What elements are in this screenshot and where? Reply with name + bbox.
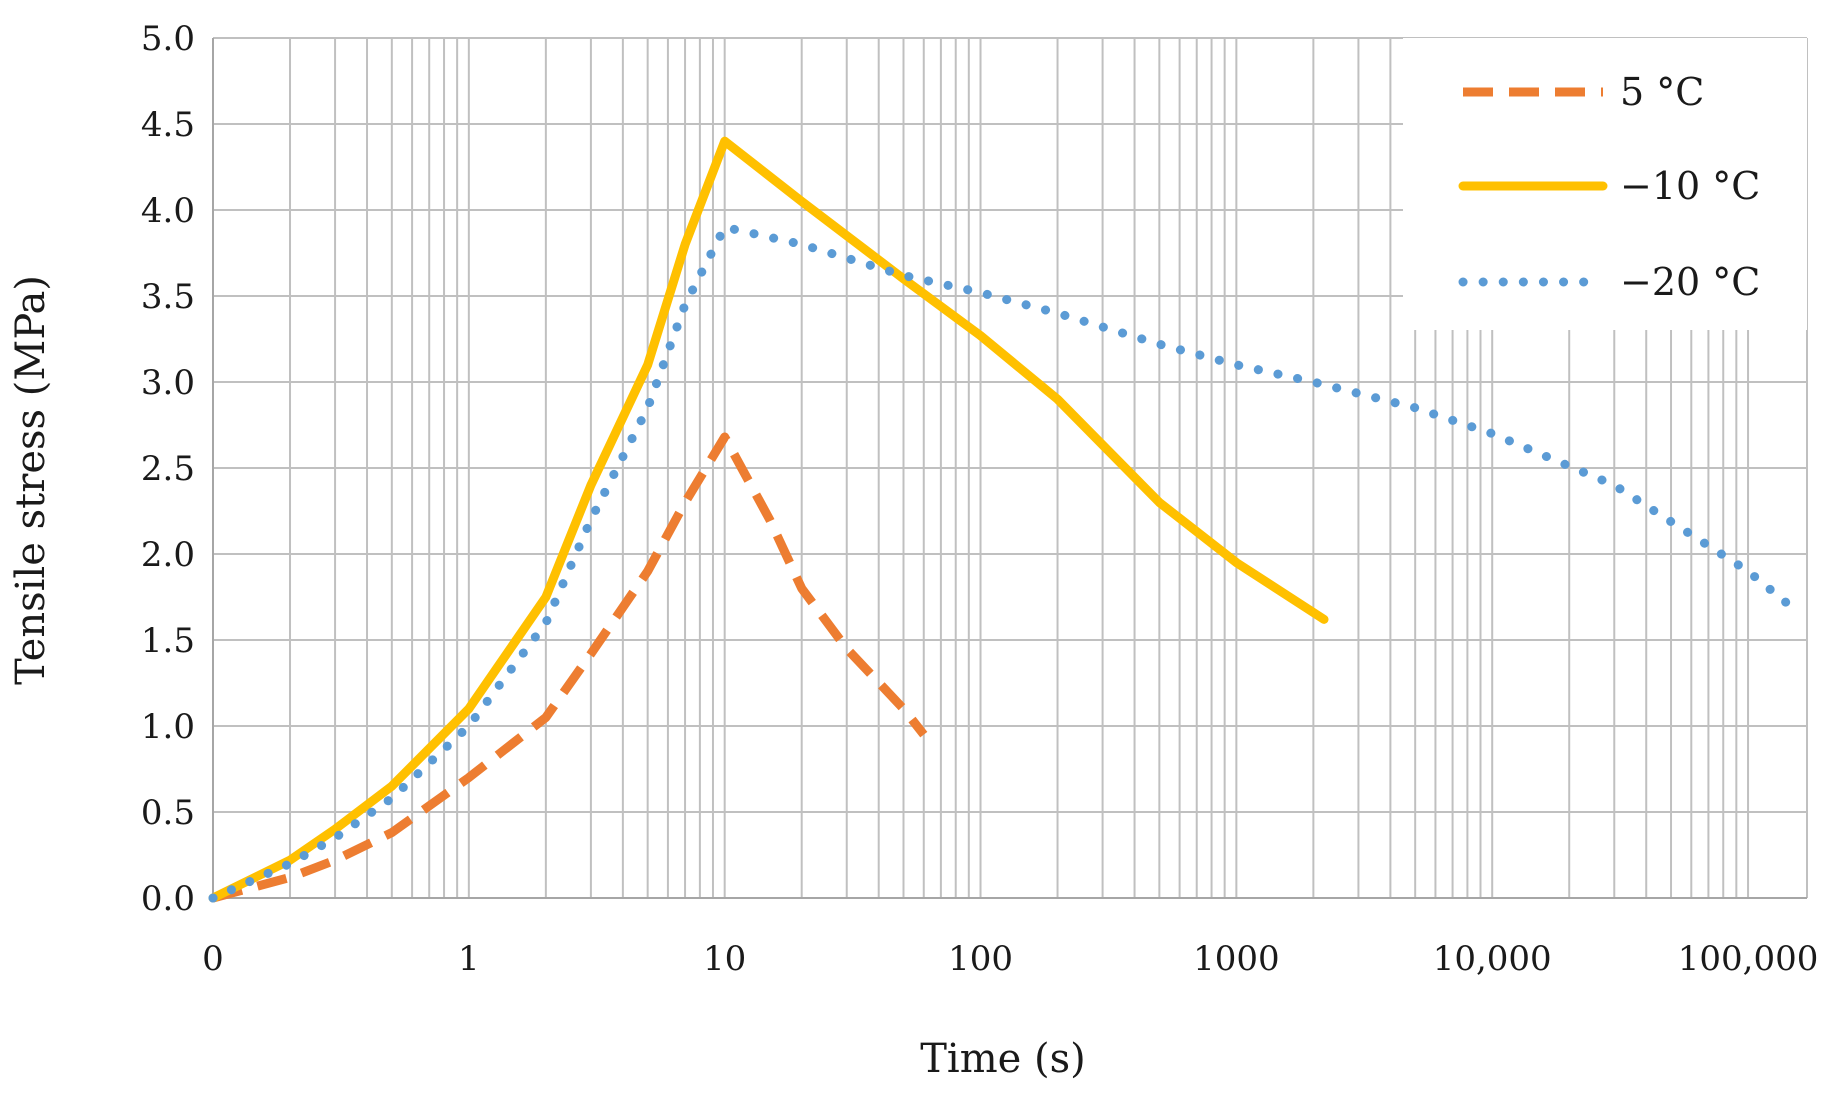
series-line-2 <box>208 136 1329 903</box>
x-tick-labels: 0 1 10 100 1000 10,000 100,000 <box>202 939 1818 979</box>
y-tick-label: 5.0 <box>141 19 195 59</box>
y-tick-label: 0.0 <box>141 879 195 919</box>
x-tick-label: 1000 <box>1193 939 1280 979</box>
x-tick-label: 100,000 <box>1678 939 1819 979</box>
y-tick-label: 3.5 <box>141 277 195 317</box>
y-tick-label: 2.5 <box>141 449 195 489</box>
legend-label-2: −10 °C <box>1620 164 1760 208</box>
x-tick-label: 100 <box>948 939 1013 979</box>
legend: 5 °C −10 °C −20 °C <box>1403 38 1807 330</box>
y-tick-label: 0.5 <box>141 793 195 833</box>
y-tick-label: 1.5 <box>141 621 195 661</box>
plot-grid <box>212 37 1808 899</box>
y-tick-labels: 0.0 0.5 1.0 1.5 2.0 2.5 3.0 3.5 4.0 4.5 5.0 <box>141 19 195 919</box>
series-line-1 <box>211 432 928 903</box>
legend-label-1: 5 °C <box>1620 70 1704 114</box>
y-tick-label: 2.0 <box>141 535 195 575</box>
series-lines <box>208 136 1805 903</box>
x-tick-label: 10 <box>703 939 746 979</box>
y-tick-label: 3.0 <box>141 363 195 403</box>
y-tick-label: 4.0 <box>141 191 195 231</box>
x-tick-label: 1 <box>458 939 480 979</box>
series-line-3 <box>208 222 1805 903</box>
y-tick-label: 1.0 <box>141 707 195 747</box>
y-tick-label: 4.5 <box>141 105 195 145</box>
x-tick-label: 0 <box>202 939 224 979</box>
legend-label-3: −20 °C <box>1620 260 1760 304</box>
y-axis-title: Tensile stress (MPa) <box>8 275 54 685</box>
x-tick-label: 10,000 <box>1433 939 1552 979</box>
x-axis-title: Time (s) <box>920 1036 1086 1082</box>
plot-area <box>212 38 1807 899</box>
